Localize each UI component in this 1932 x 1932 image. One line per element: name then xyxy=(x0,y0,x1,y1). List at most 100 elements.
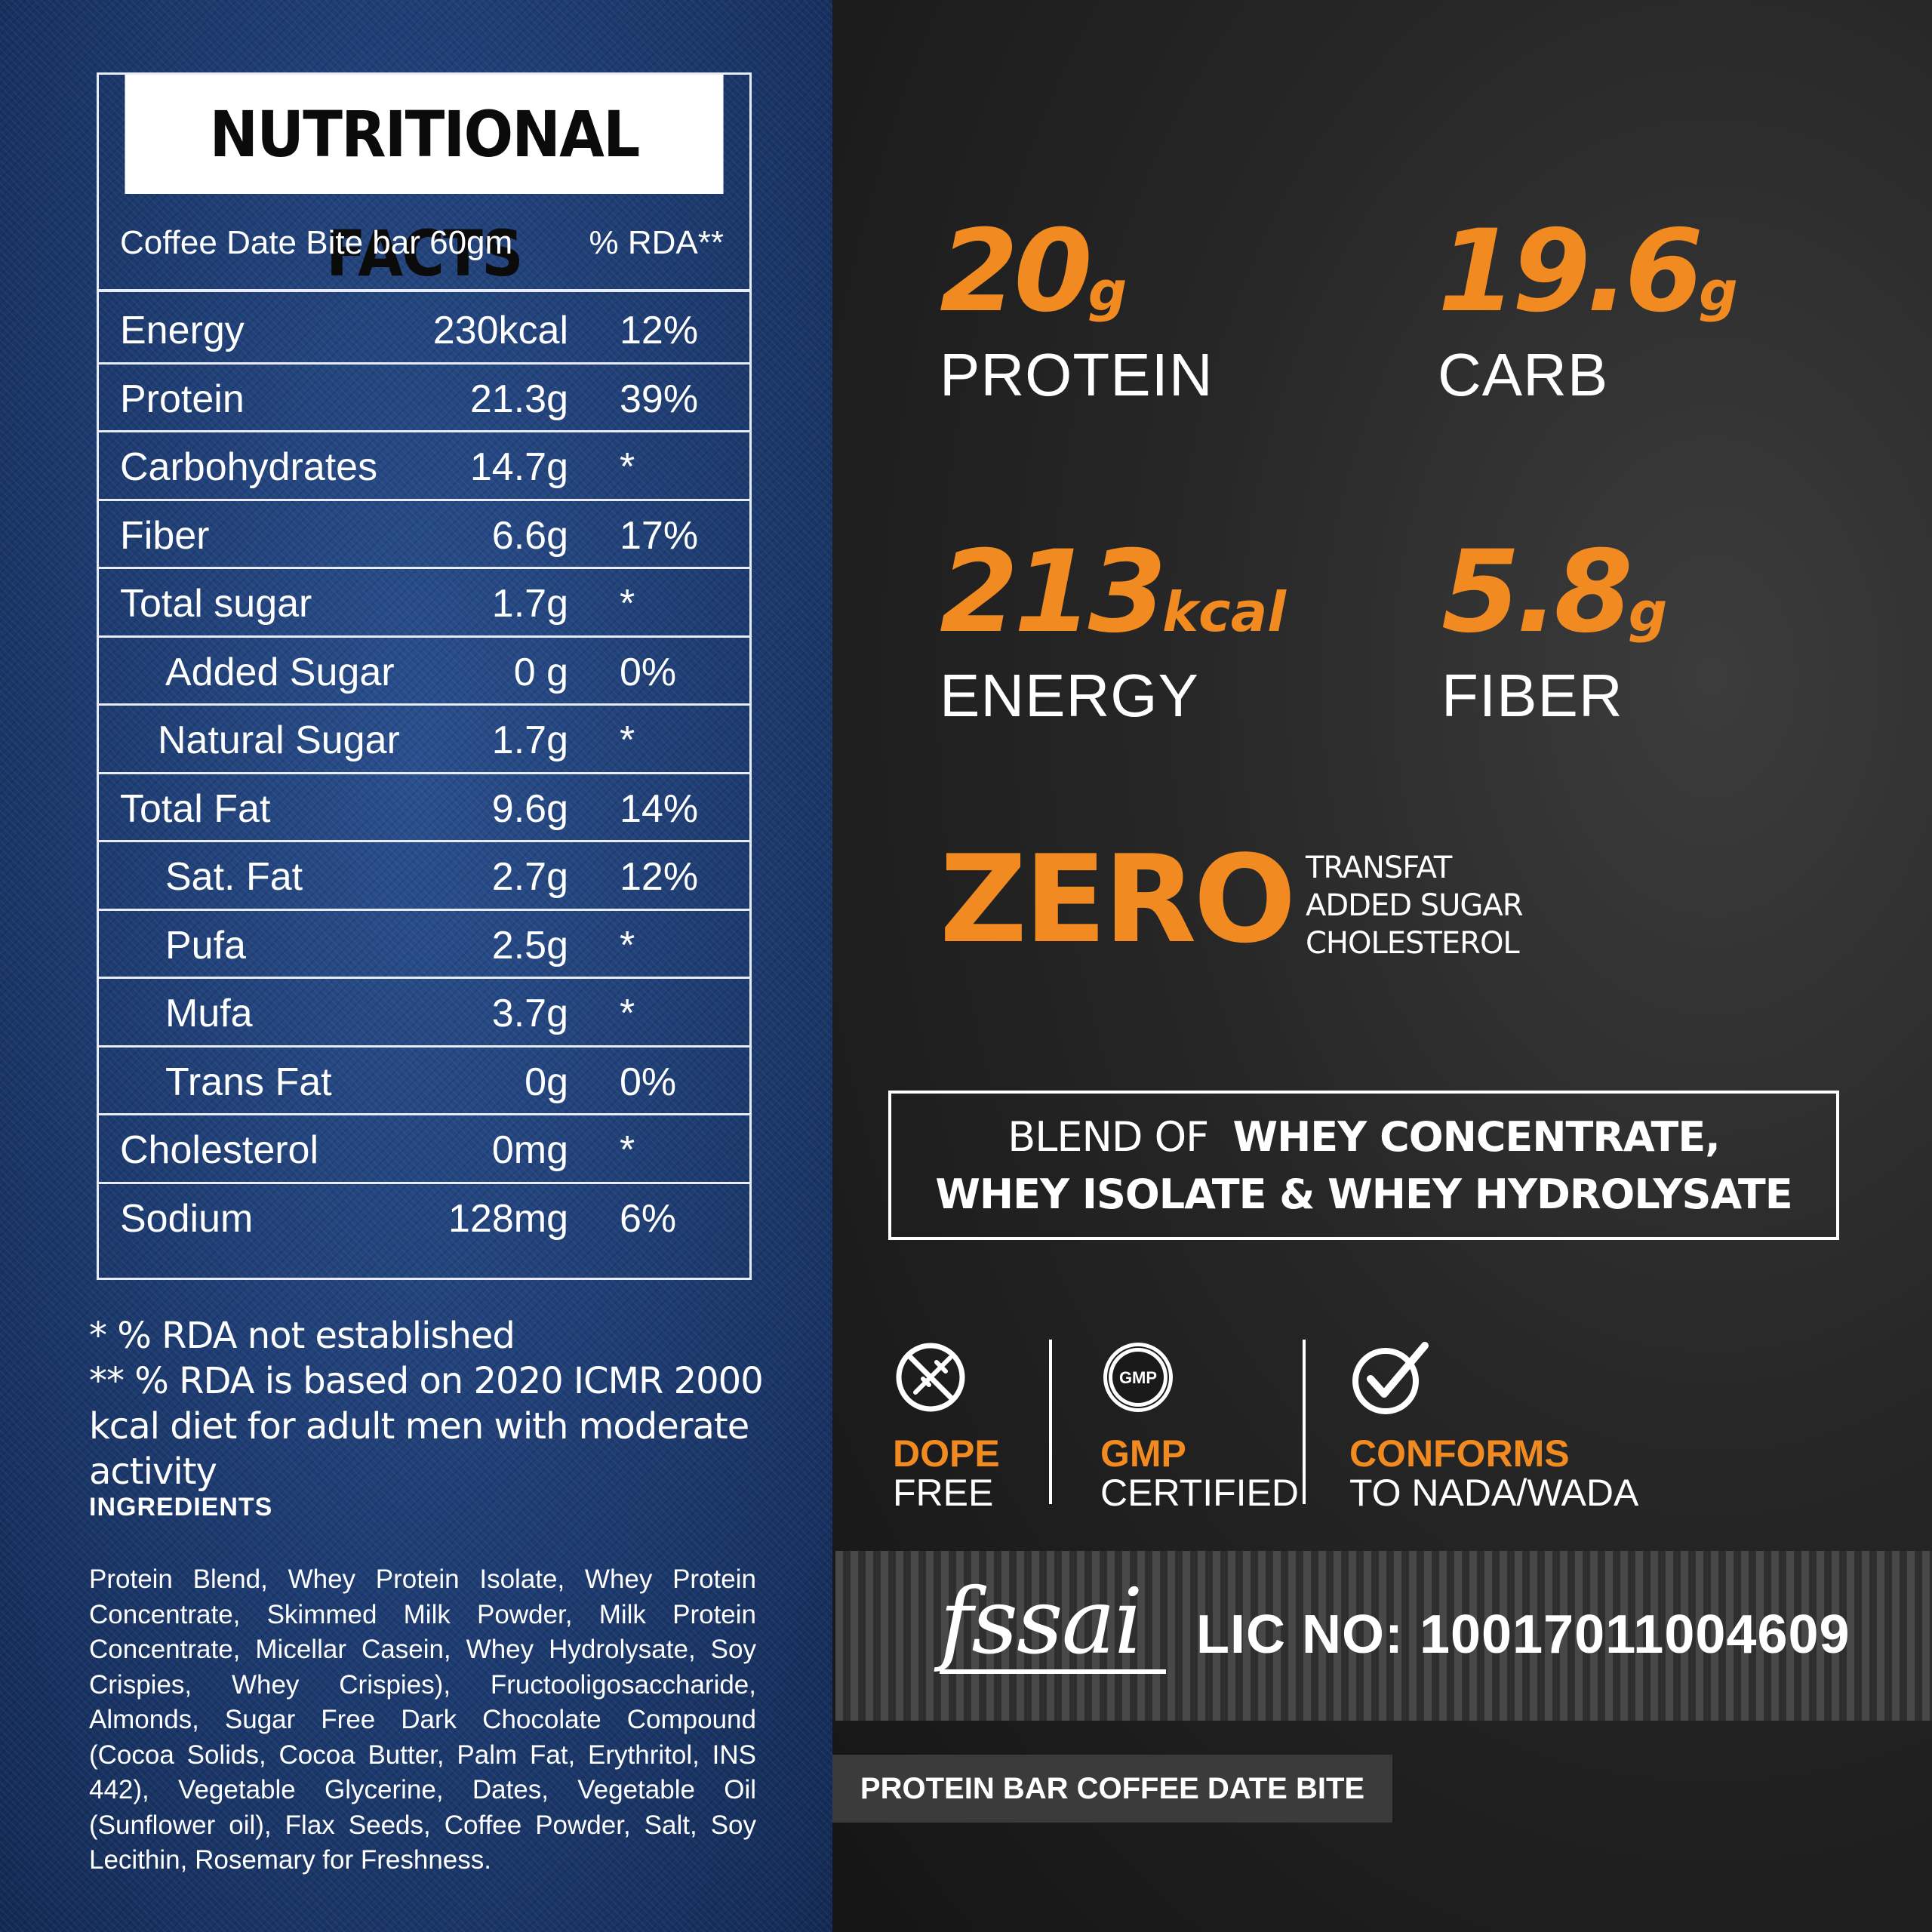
table-row: Protein 21.3g 39% xyxy=(99,365,749,432)
energy-label: ENERGY xyxy=(940,662,1199,729)
footnote-rda-not-established: * % RDA not established xyxy=(89,1315,515,1357)
fssai-logo: fssai xyxy=(940,1570,1143,1675)
table-row: Sat. Fat 2.7g 12% xyxy=(99,842,749,911)
table-row: Fiber 6.6g 17% xyxy=(99,501,749,569)
license-number: LIC NO: 10017011004609 xyxy=(1196,1604,1850,1665)
gmp-line2: CERTIFIED xyxy=(1100,1472,1299,1514)
carb-highlight: 19.6g CARB xyxy=(1438,215,1738,410)
nutrient-name: Natural Sugar xyxy=(158,718,400,762)
nutrient-name: Carbohydrates xyxy=(120,445,378,489)
nutrient-name: Total Fat xyxy=(120,786,271,831)
nutrition-rows: Energy 230kcal 12% Protein 21.3g 39% Carbohy… xyxy=(99,296,749,1252)
nutrient-name: Mufa xyxy=(165,992,253,1035)
nada-line2: TO NADA/WADA xyxy=(1349,1472,1639,1514)
table-row: Pufa 2.5g * xyxy=(99,911,749,979)
protein-highlight: 20g PROTEIN xyxy=(940,215,1214,410)
nutrient-amount: 3.7g xyxy=(491,992,568,1035)
ingredients-text: Protein Blend, Whey Protein Isolate, Whe… xyxy=(89,1564,756,1875)
energy-unit: kcal xyxy=(1162,580,1286,644)
fssai-underline xyxy=(940,1669,1166,1674)
table-row: Cholesterol 0mg * xyxy=(99,1115,749,1184)
nutrient-amount: 1.7g xyxy=(491,718,568,762)
zero-word: ZERO xyxy=(940,829,1297,970)
gmp-seal-icon: GMP xyxy=(1103,1343,1173,1412)
nutrient-name: Fiber xyxy=(120,513,210,558)
serving-label: Coffee Date Bite bar 60gm xyxy=(120,224,513,261)
rda-footnotes: * % RDA not established ** % RDA is base… xyxy=(89,1313,768,1494)
blend-bold: WHEY CONCENTRATE, xyxy=(1232,1113,1721,1161)
nutrient-name: Added Sugar xyxy=(165,650,395,694)
protein-unit: g xyxy=(1088,260,1128,323)
nutrient-amount: 1.7g xyxy=(491,582,568,626)
dope-free-badge: DOPE FREE xyxy=(893,1340,1000,1512)
badge-divider xyxy=(1303,1340,1306,1504)
nutrient-rda: * xyxy=(620,1128,635,1172)
denim-panel: NUTRITIONAL FACTS Coffee Date Bite bar 6… xyxy=(0,0,832,1932)
check-circle-icon xyxy=(1352,1342,1429,1414)
gmp-line1: GMP xyxy=(1100,1432,1186,1475)
nutrient-name: Protein xyxy=(120,377,245,421)
nutrient-amount: 2.5g xyxy=(491,923,568,968)
nutrient-amount: 21.3g xyxy=(469,377,568,421)
nada-wada-badge: CONFORMS TO NADA/WADA xyxy=(1349,1340,1638,1512)
rda-header: % RDA** xyxy=(589,224,724,261)
nutrient-rda: * xyxy=(620,923,635,968)
nutrient-rda: * xyxy=(620,582,635,626)
nutrient-rda: 0% xyxy=(620,1060,677,1104)
nutrient-amount: 14.7g xyxy=(469,445,568,489)
table-row: Total Fat 9.6g 14% xyxy=(99,774,749,842)
zero-item: CHOLESTEROL xyxy=(1306,926,1520,961)
nutrient-name: Sat. Fat xyxy=(165,855,303,899)
nutrient-rda: 14% xyxy=(620,786,699,831)
zero-item: TRANSFAT xyxy=(1306,851,1452,885)
nutrient-amount: 230kcal xyxy=(432,309,568,352)
nutrient-rda: * xyxy=(620,992,635,1035)
energy-highlight: 213kcal ENERGY xyxy=(940,536,1286,731)
fiber-value: 5.8 xyxy=(1441,527,1633,658)
table-row: Total sugar 1.7g * xyxy=(99,569,749,638)
energy-value: 213 xyxy=(940,527,1167,658)
fiber-highlight: 5.8g FIBER xyxy=(1441,536,1667,731)
nutrient-rda: 17% xyxy=(620,513,699,558)
nutrient-name: Sodium xyxy=(120,1196,254,1241)
nutrient-rda: 0% xyxy=(620,650,677,694)
no-syringe-icon xyxy=(896,1343,965,1412)
nutrient-name: Energy xyxy=(120,309,245,352)
blend-prefix: BLEND OF xyxy=(1008,1113,1209,1161)
product-name-tag: PROTEIN BAR COFFEE DATE BITE xyxy=(832,1755,1392,1823)
zero-item: ADDED SUGAR xyxy=(1306,888,1524,923)
whey-blend-box: BLEND OF WHEY CONCENTRATE, WHEY ISOLATE … xyxy=(888,1091,1839,1240)
table-row: Energy 230kcal 12% xyxy=(99,296,749,365)
carb-label: CARB xyxy=(1438,341,1609,408)
protein-label: PROTEIN xyxy=(940,341,1214,408)
nutrient-rda: * xyxy=(620,445,635,489)
fiber-unit: g xyxy=(1628,580,1668,644)
nutrient-rda: 12% xyxy=(620,309,699,352)
dope-line1: DOPE xyxy=(893,1432,1000,1475)
carb-unit: g xyxy=(1699,260,1738,323)
nutrient-name: Cholesterol xyxy=(120,1128,319,1172)
nutrition-header-row: Coffee Date Bite bar 60gm % RDA** xyxy=(99,194,749,292)
nutrient-amount: 9.6g xyxy=(491,786,568,831)
nutrient-amount: 2.7g xyxy=(491,855,568,899)
nutrient-amount: 0mg xyxy=(491,1128,568,1172)
blend-line2: WHEY ISOLATE & WHEY HYDROLYSATE xyxy=(935,1171,1792,1218)
dope-line2: FREE xyxy=(893,1472,994,1514)
nutrient-rda: 39% xyxy=(620,377,699,421)
nutrient-rda: 12% xyxy=(620,855,699,899)
table-row: Mufa 3.7g * xyxy=(99,979,749,1048)
fssai-band xyxy=(835,1551,1932,1721)
nutrient-rda: * xyxy=(620,718,635,762)
nutrient-rda: 6% xyxy=(620,1196,677,1241)
gmp-badge: GMP GMP CERTIFIED xyxy=(1100,1340,1299,1512)
carb-value: 19.6 xyxy=(1438,206,1703,337)
table-row: Natural Sugar 1.7g * xyxy=(99,706,749,774)
footnote-rda-basis: ** % RDA is based on 2020 ICMR 2000 kcal… xyxy=(89,1360,764,1493)
zero-items: TRANSFAT ADDED SUGAR CHOLESTEROL xyxy=(1306,849,1524,962)
nutrient-name: Pufa xyxy=(165,923,246,968)
nutrient-name: Total sugar xyxy=(120,582,312,626)
table-row: Carbohydrates 14.7g * xyxy=(99,432,749,501)
protein-value: 20 xyxy=(940,206,1093,337)
ingredients-title: INGREDIENTS xyxy=(89,1493,273,1521)
nada-line1: CONFORMS xyxy=(1349,1432,1570,1475)
